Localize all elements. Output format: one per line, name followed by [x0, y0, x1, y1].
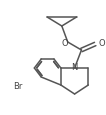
Text: O: O: [61, 39, 68, 48]
Text: O: O: [98, 39, 105, 48]
Text: Br: Br: [13, 82, 22, 91]
Text: N: N: [71, 63, 78, 72]
